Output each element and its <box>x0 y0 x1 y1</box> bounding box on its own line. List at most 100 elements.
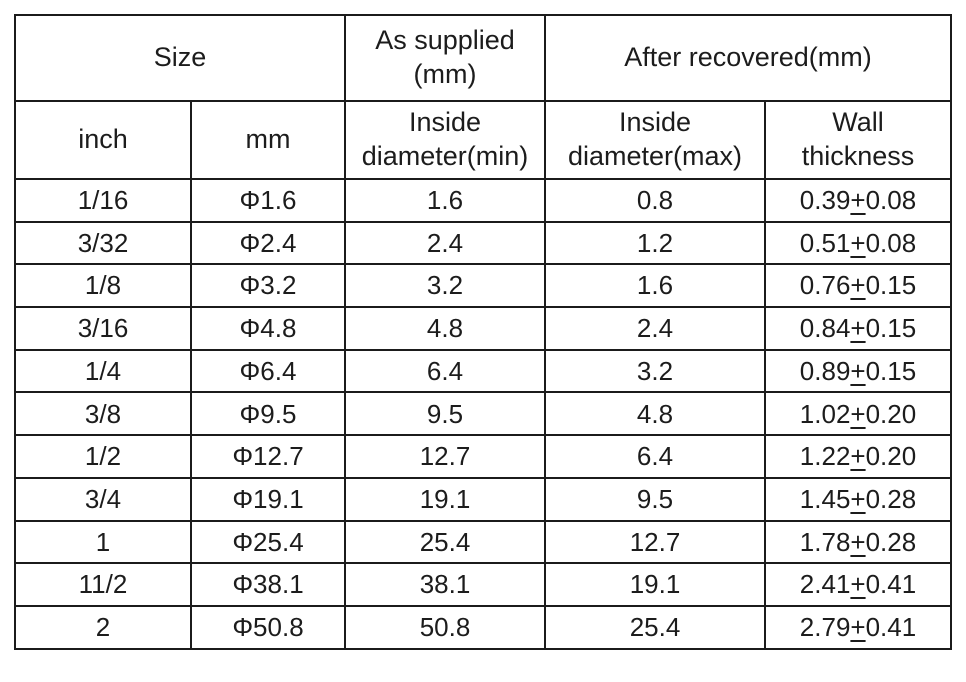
plus-tolerance-symbol: + <box>850 569 866 600</box>
cell-inside-diameter-max: 1.6 <box>544 263 766 309</box>
cell-inside-diameter-max: 12.7 <box>544 519 766 565</box>
wall-thickness-base: 0.39 <box>799 185 851 216</box>
cell-inside-diameter-max: 6.4 <box>544 434 766 479</box>
header-after-recovered: After recovered(mm) <box>544 14 952 102</box>
plus-tolerance-symbol: + <box>850 270 866 301</box>
cell-inside-diameter-min: 3.2 <box>344 263 546 309</box>
wall-thickness-tolerance: 0.28 <box>865 483 917 514</box>
table-body: 1/16 Φ1.6 1.6 0.8 0.39+0.08 3/32 Φ2.4 2.4 1.2 0.5… <box>14 178 952 650</box>
heat-shrink-size-table: Size As supplied (mm) After recovered(mm… <box>14 14 952 650</box>
cell-wall-thickness: 0.51+0.08 <box>764 220 952 266</box>
cell-mm: Φ1.6 <box>190 178 346 223</box>
cell-mm: Φ19.1 <box>190 476 346 522</box>
cell-mm: Φ25.4 <box>190 519 346 565</box>
cell-inside-diameter-max: 19.1 <box>544 562 766 607</box>
cell-inside-diameter-max: 3.2 <box>544 348 766 394</box>
cell-inside-diameter-max: 0.8 <box>544 178 766 223</box>
cell-inch: 1 <box>14 519 192 565</box>
header-inside-diameter-max: Inside diameter(max) <box>544 100 766 180</box>
cell-wall-thickness: 2.79+0.41 <box>764 604 952 650</box>
table-row: 2 Φ50.8 50.8 25.4 2.79+0.41 <box>14 604 952 650</box>
wall-thickness-tolerance: 0.15 <box>865 270 917 301</box>
cell-wall-thickness: 1.02+0.20 <box>764 391 952 437</box>
cell-wall-thickness: 2.41+0.41 <box>764 562 952 607</box>
cell-wall-thickness: 1.78+0.28 <box>764 519 952 565</box>
plus-tolerance-symbol: + <box>850 441 866 472</box>
cell-inch: 1/4 <box>14 348 192 394</box>
wall-thickness-tolerance: 0.08 <box>865 227 917 258</box>
header-inside-diameter-min: Inside diameter(min) <box>344 100 546 180</box>
cell-inside-diameter-min: 6.4 <box>344 348 546 394</box>
table-row: 1/8 Φ3.2 3.2 1.6 0.76+0.15 <box>14 263 952 309</box>
cell-inside-diameter-min: 4.8 <box>344 306 546 351</box>
cell-inch: 1/8 <box>14 263 192 309</box>
cell-wall-thickness: 0.76+0.15 <box>764 263 952 309</box>
wall-thickness-base: 0.84 <box>799 313 851 344</box>
cell-wall-thickness: 0.89+0.15 <box>764 348 952 394</box>
wall-thickness-base: 1.02 <box>799 398 851 429</box>
table-row: 3/16 Φ4.8 4.8 2.4 0.84+0.15 <box>14 306 952 351</box>
cell-inside-diameter-max: 4.8 <box>544 391 766 437</box>
plus-tolerance-symbol: + <box>850 227 866 258</box>
cell-inch: 3/8 <box>14 391 192 437</box>
table-row: 1/2 Φ12.7 12.7 6.4 1.22+0.20 <box>14 434 952 479</box>
header-size: Size <box>14 14 346 102</box>
table-row: 3/4 Φ19.1 19.1 9.5 1.45+0.28 <box>14 476 952 522</box>
cell-inside-diameter-min: 25.4 <box>344 519 546 565</box>
cell-mm: Φ50.8 <box>190 604 346 650</box>
wall-thickness-base: 0.89 <box>799 355 851 386</box>
wall-thickness-base: 2.79 <box>799 611 851 642</box>
wall-thickness-base: 1.78 <box>799 526 851 557</box>
plus-tolerance-symbol: + <box>850 313 866 344</box>
header-as-supplied: As supplied (mm) <box>344 14 546 102</box>
cell-inch: 11/2 <box>14 562 192 607</box>
cell-inside-diameter-max: 9.5 <box>544 476 766 522</box>
cell-wall-thickness: 1.22+0.20 <box>764 434 952 479</box>
cell-mm: Φ3.2 <box>190 263 346 309</box>
cell-inside-diameter-min: 1.6 <box>344 178 546 223</box>
cell-inch: 1/2 <box>14 434 192 479</box>
wall-thickness-tolerance: 0.20 <box>865 398 917 429</box>
cell-mm: Φ12.7 <box>190 434 346 479</box>
table-row: 3/32 Φ2.4 2.4 1.2 0.51+0.08 <box>14 220 952 266</box>
plus-tolerance-symbol: + <box>850 526 866 557</box>
cell-inch: 2 <box>14 604 192 650</box>
cell-inside-diameter-min: 50.8 <box>344 604 546 650</box>
plus-tolerance-symbol: + <box>850 611 866 642</box>
plus-tolerance-symbol: + <box>850 355 866 386</box>
wall-thickness-base: 2.41 <box>799 569 851 600</box>
header-row-groups: Size As supplied (mm) After recovered(mm… <box>14 14 952 102</box>
table-row: 11/2 Φ38.1 38.1 19.1 2.41+0.41 <box>14 562 952 607</box>
header-mm: mm <box>190 100 346 180</box>
cell-inside-diameter-min: 9.5 <box>344 391 546 437</box>
wall-thickness-tolerance: 0.41 <box>865 569 917 600</box>
plus-tolerance-symbol: + <box>850 483 866 514</box>
cell-inside-diameter-min: 2.4 <box>344 220 546 266</box>
cell-mm: Φ9.5 <box>190 391 346 437</box>
plus-tolerance-symbol: + <box>850 185 866 216</box>
table-row: 1/4 Φ6.4 6.4 3.2 0.89+0.15 <box>14 348 952 394</box>
wall-thickness-tolerance: 0.20 <box>865 441 917 472</box>
wall-thickness-base: 1.22 <box>799 441 851 472</box>
header-wall-thickness: Wall thickness <box>764 100 952 180</box>
table-row: 1/16 Φ1.6 1.6 0.8 0.39+0.08 <box>14 178 952 223</box>
header-inch: inch <box>14 100 192 180</box>
wall-thickness-base: 0.51 <box>799 227 851 258</box>
cell-inside-diameter-max: 1.2 <box>544 220 766 266</box>
cell-mm: Φ4.8 <box>190 306 346 351</box>
wall-thickness-tolerance: 0.15 <box>865 313 917 344</box>
table-row: 3/8 Φ9.5 9.5 4.8 1.02+0.20 <box>14 391 952 437</box>
cell-inside-diameter-min: 12.7 <box>344 434 546 479</box>
wall-thickness-tolerance: 0.15 <box>865 355 917 386</box>
cell-inch: 3/16 <box>14 306 192 351</box>
wall-thickness-tolerance: 0.28 <box>865 526 917 557</box>
cell-inside-diameter-min: 38.1 <box>344 562 546 607</box>
wall-thickness-base: 0.76 <box>799 270 851 301</box>
cell-inch: 3/32 <box>14 220 192 266</box>
cell-wall-thickness: 0.39+0.08 <box>764 178 952 223</box>
cell-mm: Φ2.4 <box>190 220 346 266</box>
cell-inside-diameter-min: 19.1 <box>344 476 546 522</box>
cell-mm: Φ38.1 <box>190 562 346 607</box>
header-row-columns: inch mm Inside diameter(min) Inside diam… <box>14 100 952 180</box>
